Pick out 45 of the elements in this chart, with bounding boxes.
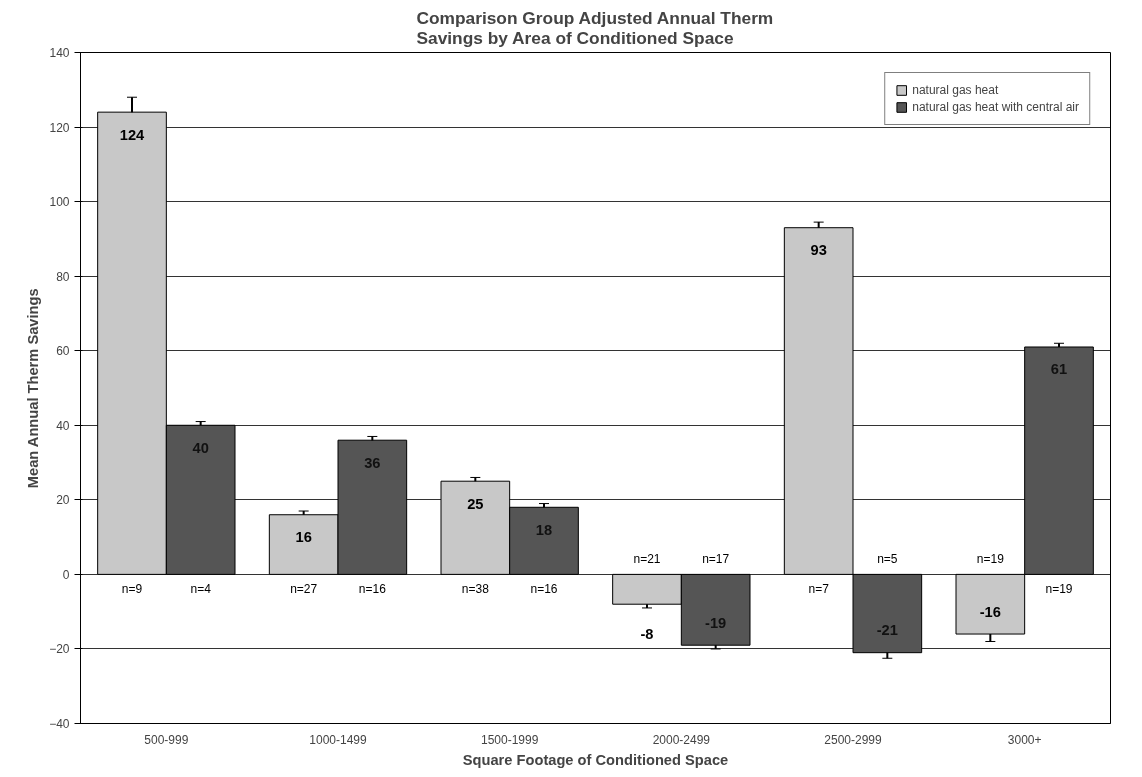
annotation: n=4: [190, 582, 212, 597]
annotation: n=21: [633, 552, 661, 567]
data-label: 18: [535, 521, 553, 538]
data-label: 16: [295, 529, 312, 546]
annotation: n=27: [290, 582, 318, 597]
data-label: -16: [979, 603, 1001, 620]
y-tick-label: 60: [56, 344, 70, 359]
y-tick-label: −40: [49, 717, 70, 731]
x-tick-label: 2500-2999: [824, 732, 883, 747]
y-axis-title: Mean Annual Therm Savings: [25, 288, 42, 489]
y-tick-label: 120: [49, 120, 70, 135]
data-label: 25: [467, 495, 484, 512]
y-tick-label: 80: [56, 269, 70, 284]
chart-title: Comparison Group Adjusted Annual Therm Savings by Area of Conditioned Space: [416, 7, 774, 48]
annotation: n=7: [808, 582, 830, 597]
y-tick-label: 0: [62, 567, 70, 582]
x-tick-label: 3000+: [1007, 732, 1042, 747]
annotation: n=16: [530, 582, 558, 597]
legend-label: natural gas heat: [912, 83, 999, 97]
x-tick-label: 2000-2499: [652, 732, 711, 747]
annotation: n=19: [976, 552, 1005, 567]
legend-label: natural gas heat with central air: [912, 100, 1079, 114]
x-tick-label: 500-999: [144, 732, 189, 747]
data-label: 36: [364, 454, 381, 471]
y-tick-label: −20: [49, 642, 70, 657]
data-label: 40: [192, 439, 209, 456]
data-label: -21: [876, 622, 898, 639]
x-tick-label: 1500-1999: [480, 732, 539, 747]
y-tick-label: 100: [49, 195, 70, 210]
data-label: 124: [119, 126, 146, 143]
x-tick-label: 1000-1499: [309, 732, 368, 747]
data-label: 93: [810, 242, 827, 259]
annotation: n=9: [121, 582, 143, 597]
y-tick-label: 20: [56, 493, 70, 508]
annotation: n=5: [877, 552, 898, 567]
annotation: n=38: [461, 582, 490, 597]
data-label: -8: [640, 626, 654, 643]
y-tick-label: 140: [49, 46, 70, 60]
y-tick-label: 40: [56, 418, 70, 433]
annotation: n=17: [702, 552, 730, 567]
annotation: n=16: [358, 582, 387, 597]
x-axis-title: Square Footage of Conditioned Space: [462, 751, 729, 768]
annotation: n=19: [1045, 582, 1073, 597]
data-label: -19: [705, 614, 727, 631]
data-label: 61: [1050, 361, 1068, 378]
